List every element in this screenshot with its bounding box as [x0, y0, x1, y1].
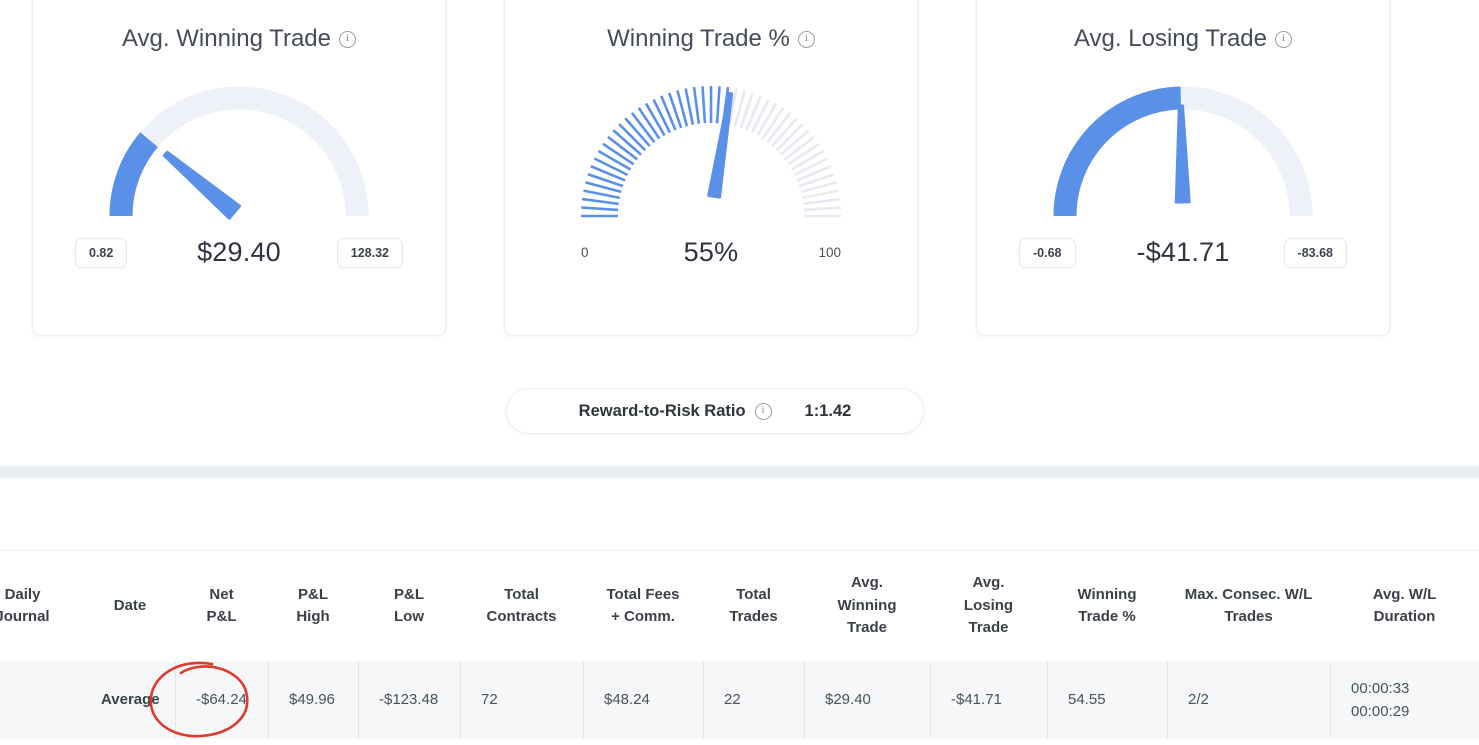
column-header-pnl-low: P&L Low [394, 585, 424, 626]
gauge-min-label: 0.82 [75, 237, 128, 268]
gauge-needle [1174, 104, 1191, 204]
column-header-total-contracts: Total Contracts [486, 585, 557, 626]
reward-to-risk-pill: Reward-to-Risk Ratio i 1:1.42 [506, 388, 924, 434]
reward-to-risk-value: 1:1.42 [804, 401, 852, 420]
gauge-min-label: 0 [581, 245, 589, 261]
info-icon[interactable]: i [754, 402, 772, 420]
table-cell-pnl-high: $49.96 [268, 661, 358, 739]
column-header-winning-trade-pct: Winning Trade % [1077, 585, 1137, 626]
table-cell-max-consec: 2/2 [1167, 661, 1330, 739]
column-header-pnl-high: P&L High [296, 585, 330, 626]
card-title-text: Avg. Losing Trade [1073, 25, 1268, 52]
table-row-average: Average -$64.24 $49.96 -$123.48 72 $48.2… [0, 661, 1479, 739]
table-cell-total-contracts: 72 [460, 661, 583, 739]
card-title: Avg. Winning Trade i [122, 25, 356, 54]
table-cell-daily-journal [0, 661, 85, 739]
gauge-footer: 0.82 $29.40 128.32 [33, 228, 445, 278]
column-header-avg-wl-duration: Avg. W/L Duration [1372, 585, 1437, 626]
table-cell-net-pnl: -$64.24 [175, 661, 268, 739]
gauge-value: -$41.71 [1136, 237, 1230, 268]
gauge-chart [109, 86, 369, 220]
gauge-chart [581, 85, 841, 218]
card-title: Avg. Losing Trade i [1073, 25, 1293, 54]
table-cell-avg-losing-trade: -$41.71 [930, 661, 1047, 739]
daily-stats-table: Daily Journal Date Net P&L P&L High P&L … [0, 550, 1479, 745]
table-header-row: Daily Journal Date Net P&L P&L High P&L … [0, 550, 1479, 661]
table-cell-avg-wl-duration: 00:00:33 00:00:29 [1330, 661, 1479, 739]
gauge-max-label: 128.32 [336, 237, 403, 268]
reward-to-risk-label: Reward-to-Risk Ratio [578, 401, 746, 420]
section-divider [0, 466, 1479, 478]
column-header-net-pnl: Net P&L [206, 585, 237, 626]
table-cell-pnl-low: -$123.48 [358, 661, 460, 739]
table-cell-average-label: Average [101, 691, 160, 709]
column-header-max-consec: Max. Consec. W/L Trades [1184, 585, 1313, 626]
column-header-avg-losing-trade: Avg. Losing Trade [963, 574, 1014, 637]
info-icon[interactable]: i [797, 30, 815, 48]
column-header-daily-journal: Daily Journal [0, 585, 50, 626]
table-cell-avg-winning-trade: $29.40 [804, 661, 930, 739]
gauge-max-label: -83.68 [1283, 237, 1347, 268]
gauge-max-label: 100 [818, 245, 841, 261]
gauge-min-label: -0.68 [1019, 237, 1076, 268]
gauge-cards-row: Avg. Winning Trade i 0.82 $29.40 128.32 … [32, 0, 1390, 336]
table-cell-winning-trade-pct: 54.55 [1047, 661, 1167, 739]
column-header-total-fees: Total Fees + Comm. [606, 585, 680, 626]
column-header-avg-winning-trade: Avg. Winning Trade [837, 574, 897, 637]
gauge-card-winning-trade-pct: Winning Trade % i 0 55% 100 [504, 0, 918, 336]
gauge-card-avg-losing-trade: Avg. Losing Trade i -0.68 -$41.71 -83.68 [976, 0, 1390, 336]
gauge-footer: 0 55% 100 [505, 228, 917, 278]
gauge-footer: -0.68 -$41.71 -83.68 [977, 228, 1389, 278]
info-icon[interactable]: i [1275, 30, 1293, 48]
gauge-needle [162, 150, 242, 220]
card-title: Winning Trade % i [607, 25, 815, 54]
column-header-date: Date [113, 596, 147, 614]
card-title-text: Winning Trade % [607, 25, 790, 52]
column-header-total-trades: Total Trades [729, 585, 778, 626]
gauge-value: 55% [683, 237, 739, 268]
gauge-needle [707, 91, 734, 199]
table-cell-total-fees: $48.24 [583, 661, 703, 739]
card-title-text: Avg. Winning Trade [121, 25, 331, 52]
table-cell-total-trades: 22 [703, 661, 804, 739]
gauge-chart [1053, 86, 1313, 217]
gauge-card-avg-winning-trade: Avg. Winning Trade i 0.82 $29.40 128.32 [32, 0, 446, 336]
gauge-value: $29.40 [197, 237, 281, 268]
info-icon[interactable]: i [339, 30, 356, 48]
